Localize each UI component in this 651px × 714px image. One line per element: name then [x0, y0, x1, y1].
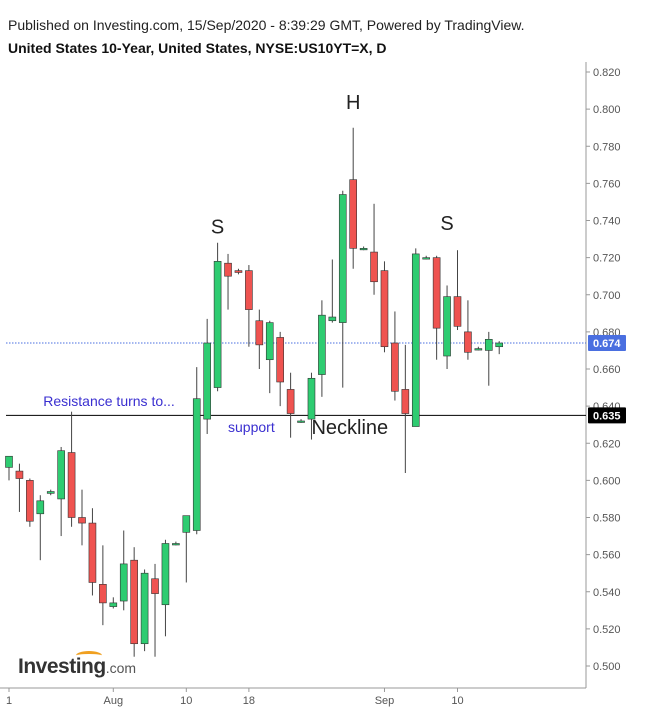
candle-body [192, 398, 201, 531]
candle-body [401, 389, 410, 414]
candle-body [224, 262, 232, 277]
y-tick-label: 0.700 [593, 290, 621, 302]
candle-body [349, 179, 357, 249]
candle-body [78, 517, 86, 524]
y-tick-label: 0.720 [593, 253, 621, 265]
x-tick-label: Aug [104, 695, 124, 707]
logo-main: Investing [18, 655, 106, 678]
candle-body [443, 296, 451, 357]
candle-body [46, 491, 55, 494]
candle-body [15, 470, 24, 479]
y-tick-label: 0.620 [593, 438, 621, 450]
y-tick-label: 0.800 [593, 104, 621, 116]
candle-body [5, 455, 13, 468]
candle-body [464, 331, 472, 353]
y-tick-label: 0.500 [593, 661, 621, 673]
candle-body [318, 314, 326, 375]
candle-body [57, 450, 65, 500]
candle-body [213, 261, 222, 388]
candle-body [328, 316, 337, 322]
chart-title: United States 10-Year, United States, NY… [8, 40, 387, 56]
logo-suffix: .com [105, 660, 137, 676]
candle-body [286, 389, 295, 414]
candle-body [338, 194, 347, 323]
candle-body [99, 584, 107, 604]
neckline-price-badge-bg [588, 407, 626, 424]
y-tick-label: 0.660 [593, 364, 621, 376]
candle-body [297, 420, 305, 423]
y-tick-label: 0.740 [593, 216, 621, 228]
candle-body [380, 270, 389, 348]
annotation-text: Neckline [311, 417, 388, 439]
candle-body [432, 257, 441, 329]
candle-body [130, 559, 138, 645]
annotation-text: Resistance turns to... [43, 393, 175, 409]
x-tick-label: 1 [6, 695, 12, 707]
candle-body [161, 543, 170, 606]
candle-body [88, 522, 97, 583]
y-tick-label: 0.540 [593, 587, 621, 599]
y-tick-label: 0.760 [593, 178, 621, 190]
candle-body [474, 348, 483, 351]
y-tick-label: 0.600 [593, 475, 621, 487]
y-tick-label: 0.780 [593, 141, 621, 153]
y-tick-label: 0.820 [593, 67, 621, 79]
y-tick-label: 0.560 [593, 550, 621, 562]
candle-body [265, 322, 274, 361]
x-tick-label: 10 [180, 695, 192, 707]
neckline-price-badge-label: 0.635 [593, 410, 621, 422]
candle-body [495, 342, 504, 348]
y-tick-label: 0.520 [593, 624, 621, 636]
candle-body [151, 578, 159, 594]
candle-body [67, 452, 76, 518]
candle-body [109, 602, 118, 607]
published-info: Published on Investing.com, 15/Sep/2020 … [8, 17, 525, 33]
candle-body [307, 377, 316, 420]
logo-swoosh-icon [76, 651, 102, 660]
current-price-badge-bg [588, 335, 626, 352]
x-tick-label: 18 [243, 695, 255, 707]
candle-body [172, 543, 180, 546]
candle-body [26, 480, 34, 522]
candle-body [36, 500, 45, 515]
candle-body [370, 251, 378, 283]
candle-body [422, 257, 431, 260]
candle-body [182, 515, 191, 533]
candle-body [140, 572, 149, 645]
pattern-label: S [440, 213, 453, 235]
pattern-label: H [346, 92, 360, 114]
y-tick-label: 0.580 [593, 513, 621, 525]
current-price-badge-label: 0.674 [593, 338, 621, 350]
candle-body [245, 270, 253, 310]
x-tick-label: Sep [375, 695, 395, 707]
pattern-label: S [211, 216, 224, 238]
candle-body [203, 342, 211, 420]
candle-body [234, 270, 243, 273]
candle-body [484, 338, 493, 351]
candle-body [359, 248, 368, 251]
candle-body [391, 342, 399, 392]
candle-body [453, 296, 462, 327]
investing-logo: Investing.com [18, 651, 137, 679]
candle-body [255, 320, 264, 346]
x-tick-label: 10 [451, 695, 463, 707]
candle-body [411, 253, 420, 427]
candle-body [119, 563, 128, 602]
candle-body [276, 337, 284, 383]
annotation-text: support [228, 419, 275, 435]
